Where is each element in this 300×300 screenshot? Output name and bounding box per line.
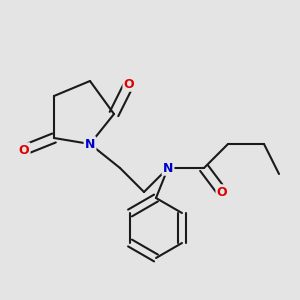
Text: O: O [19,143,29,157]
Text: O: O [217,185,227,199]
Text: O: O [124,77,134,91]
Text: N: N [85,137,95,151]
Text: N: N [163,161,173,175]
